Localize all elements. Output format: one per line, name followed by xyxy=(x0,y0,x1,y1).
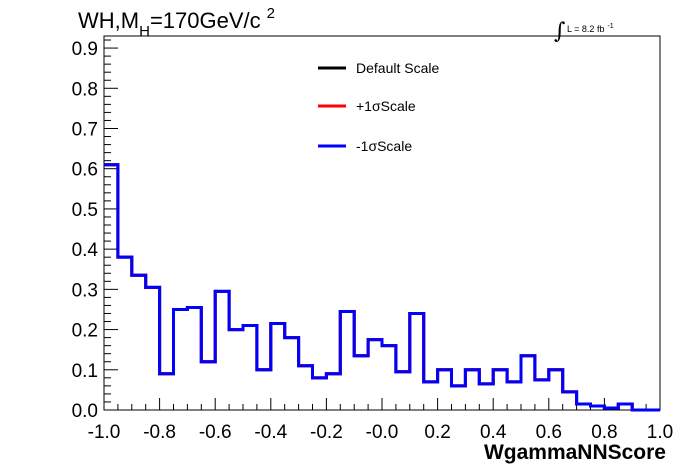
y-tick-label: 0.3 xyxy=(72,280,98,301)
title-superscript: 2 xyxy=(267,5,275,22)
legend-label: Default Scale xyxy=(356,60,439,76)
legend: Default Scale +1σScale -1σScale xyxy=(318,60,439,154)
series-line-2 xyxy=(104,163,660,412)
x-tick-label: -0.0 xyxy=(366,422,399,443)
lumi-integral: ∫ xyxy=(554,19,566,44)
y-tick-label: 0.8 xyxy=(72,79,98,100)
y-tick-label: 0.6 xyxy=(72,160,98,181)
lumi-text: L = 8.2 fb xyxy=(567,24,604,34)
x-tick-label: -0.2 xyxy=(310,422,343,443)
x-tick-label: 0.4 xyxy=(480,422,507,443)
x-tick-label: -0.4 xyxy=(254,422,287,443)
y-tick-label: 0.9 xyxy=(72,39,98,60)
title-subscript: H xyxy=(139,23,150,40)
y-tick-label: 0.4 xyxy=(72,240,99,261)
x-tick-label: -0.6 xyxy=(199,422,232,443)
x-axis-label: WgammaNNScore xyxy=(484,441,666,464)
x-tick-label: 0.2 xyxy=(424,422,450,443)
x-tick-label: -1.0 xyxy=(88,422,121,443)
plot-frame xyxy=(103,35,661,411)
plot-title: WH,MH=170GeV/c 2 xyxy=(78,5,275,40)
y-tick-label: 0.1 xyxy=(72,361,98,382)
x-tick-label: 1.0 xyxy=(647,422,673,443)
series-line-1 xyxy=(104,163,660,412)
y-tick-label: 0.2 xyxy=(72,321,98,342)
legend-label: -1σScale xyxy=(356,138,412,154)
series-line-0 xyxy=(104,163,660,412)
lumi-label: L = 8.2 fb -1 xyxy=(567,23,614,34)
series-layer xyxy=(104,163,660,412)
axes: 0.0 0.1 0.2 0.3 0.4 0.5 0.6 0.7 0.8 0.9 -1.0 -0.8 -0… xyxy=(72,39,674,443)
x-tick-label: 0.8 xyxy=(591,422,617,443)
x-tick-label: 0.6 xyxy=(536,422,562,443)
y-tick-label: 0.5 xyxy=(72,200,98,221)
x-tick-label: -0.8 xyxy=(143,422,176,443)
title-rest: =170GeV/c xyxy=(150,8,261,33)
y-tick-label: 0.7 xyxy=(72,119,98,140)
title-main: WH,M xyxy=(78,8,139,33)
lumi-superscript: -1 xyxy=(607,23,613,30)
y-tick-label: 0.0 xyxy=(72,401,98,422)
legend-label: +1σScale xyxy=(356,98,416,114)
